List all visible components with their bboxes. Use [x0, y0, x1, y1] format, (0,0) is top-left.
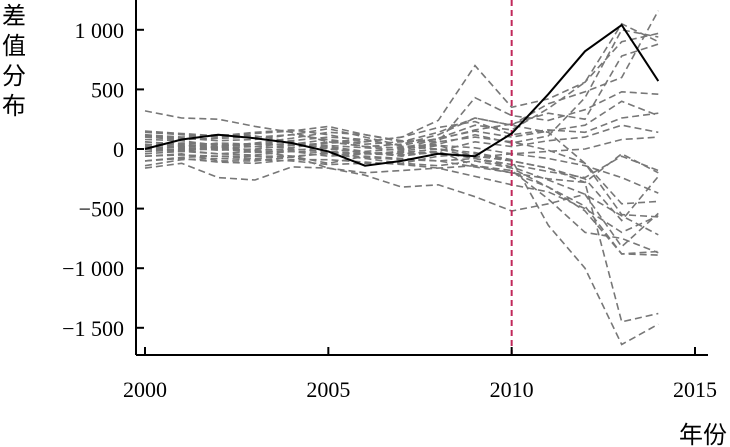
series-line-12: [144, 157, 659, 256]
x-tick-label: 2010: [490, 377, 534, 402]
series-line-11: [144, 155, 659, 236]
series-line-21: [144, 138, 659, 346]
series-line-16: [144, 133, 659, 254]
y-tick-label: 500: [91, 77, 124, 102]
y-tick-label: −500: [79, 197, 124, 222]
series-line-20: [144, 151, 659, 255]
series-line-7: [144, 100, 659, 153]
x-tick-label: 2005: [306, 377, 350, 402]
y-tick-label: −1 500: [62, 316, 124, 341]
y-tick-label: 0: [113, 137, 124, 162]
series-line-1: [144, 10, 660, 148]
x-tick-label: 2000: [123, 377, 167, 402]
series-line-18: [144, 125, 659, 205]
x-ticks: 2000 2005 2010 2015: [123, 347, 717, 402]
highlight-series-line: [144, 23, 660, 167]
y-axis-title: 差值分布: [2, 2, 26, 120]
x-tick-label: 2015: [673, 377, 717, 402]
series-line-14: [144, 157, 659, 234]
series-line-22: [144, 117, 659, 218]
series-line-13: [144, 162, 659, 323]
series-line-9: [144, 136, 659, 158]
series-line-15: [144, 145, 659, 194]
y-ticks: 1 000 500 0 −500 −1 000 −1 500: [62, 18, 144, 341]
series-line-8: [144, 124, 659, 158]
series-layer: [144, 10, 660, 346]
plot-area: [144, 0, 660, 355]
y-tick-label: −1 000: [62, 256, 124, 281]
series-line-4: [144, 28, 659, 148]
series-line-5: [144, 43, 659, 148]
series-line-3: [144, 22, 659, 147]
y-tick-label: 1 000: [75, 18, 125, 43]
highlight-layer: [144, 23, 660, 167]
series-line-6: [144, 90, 659, 152]
series-line-23: [144, 146, 659, 179]
series-line-24: [144, 112, 659, 150]
x-axis-title: 年份: [679, 421, 727, 447]
